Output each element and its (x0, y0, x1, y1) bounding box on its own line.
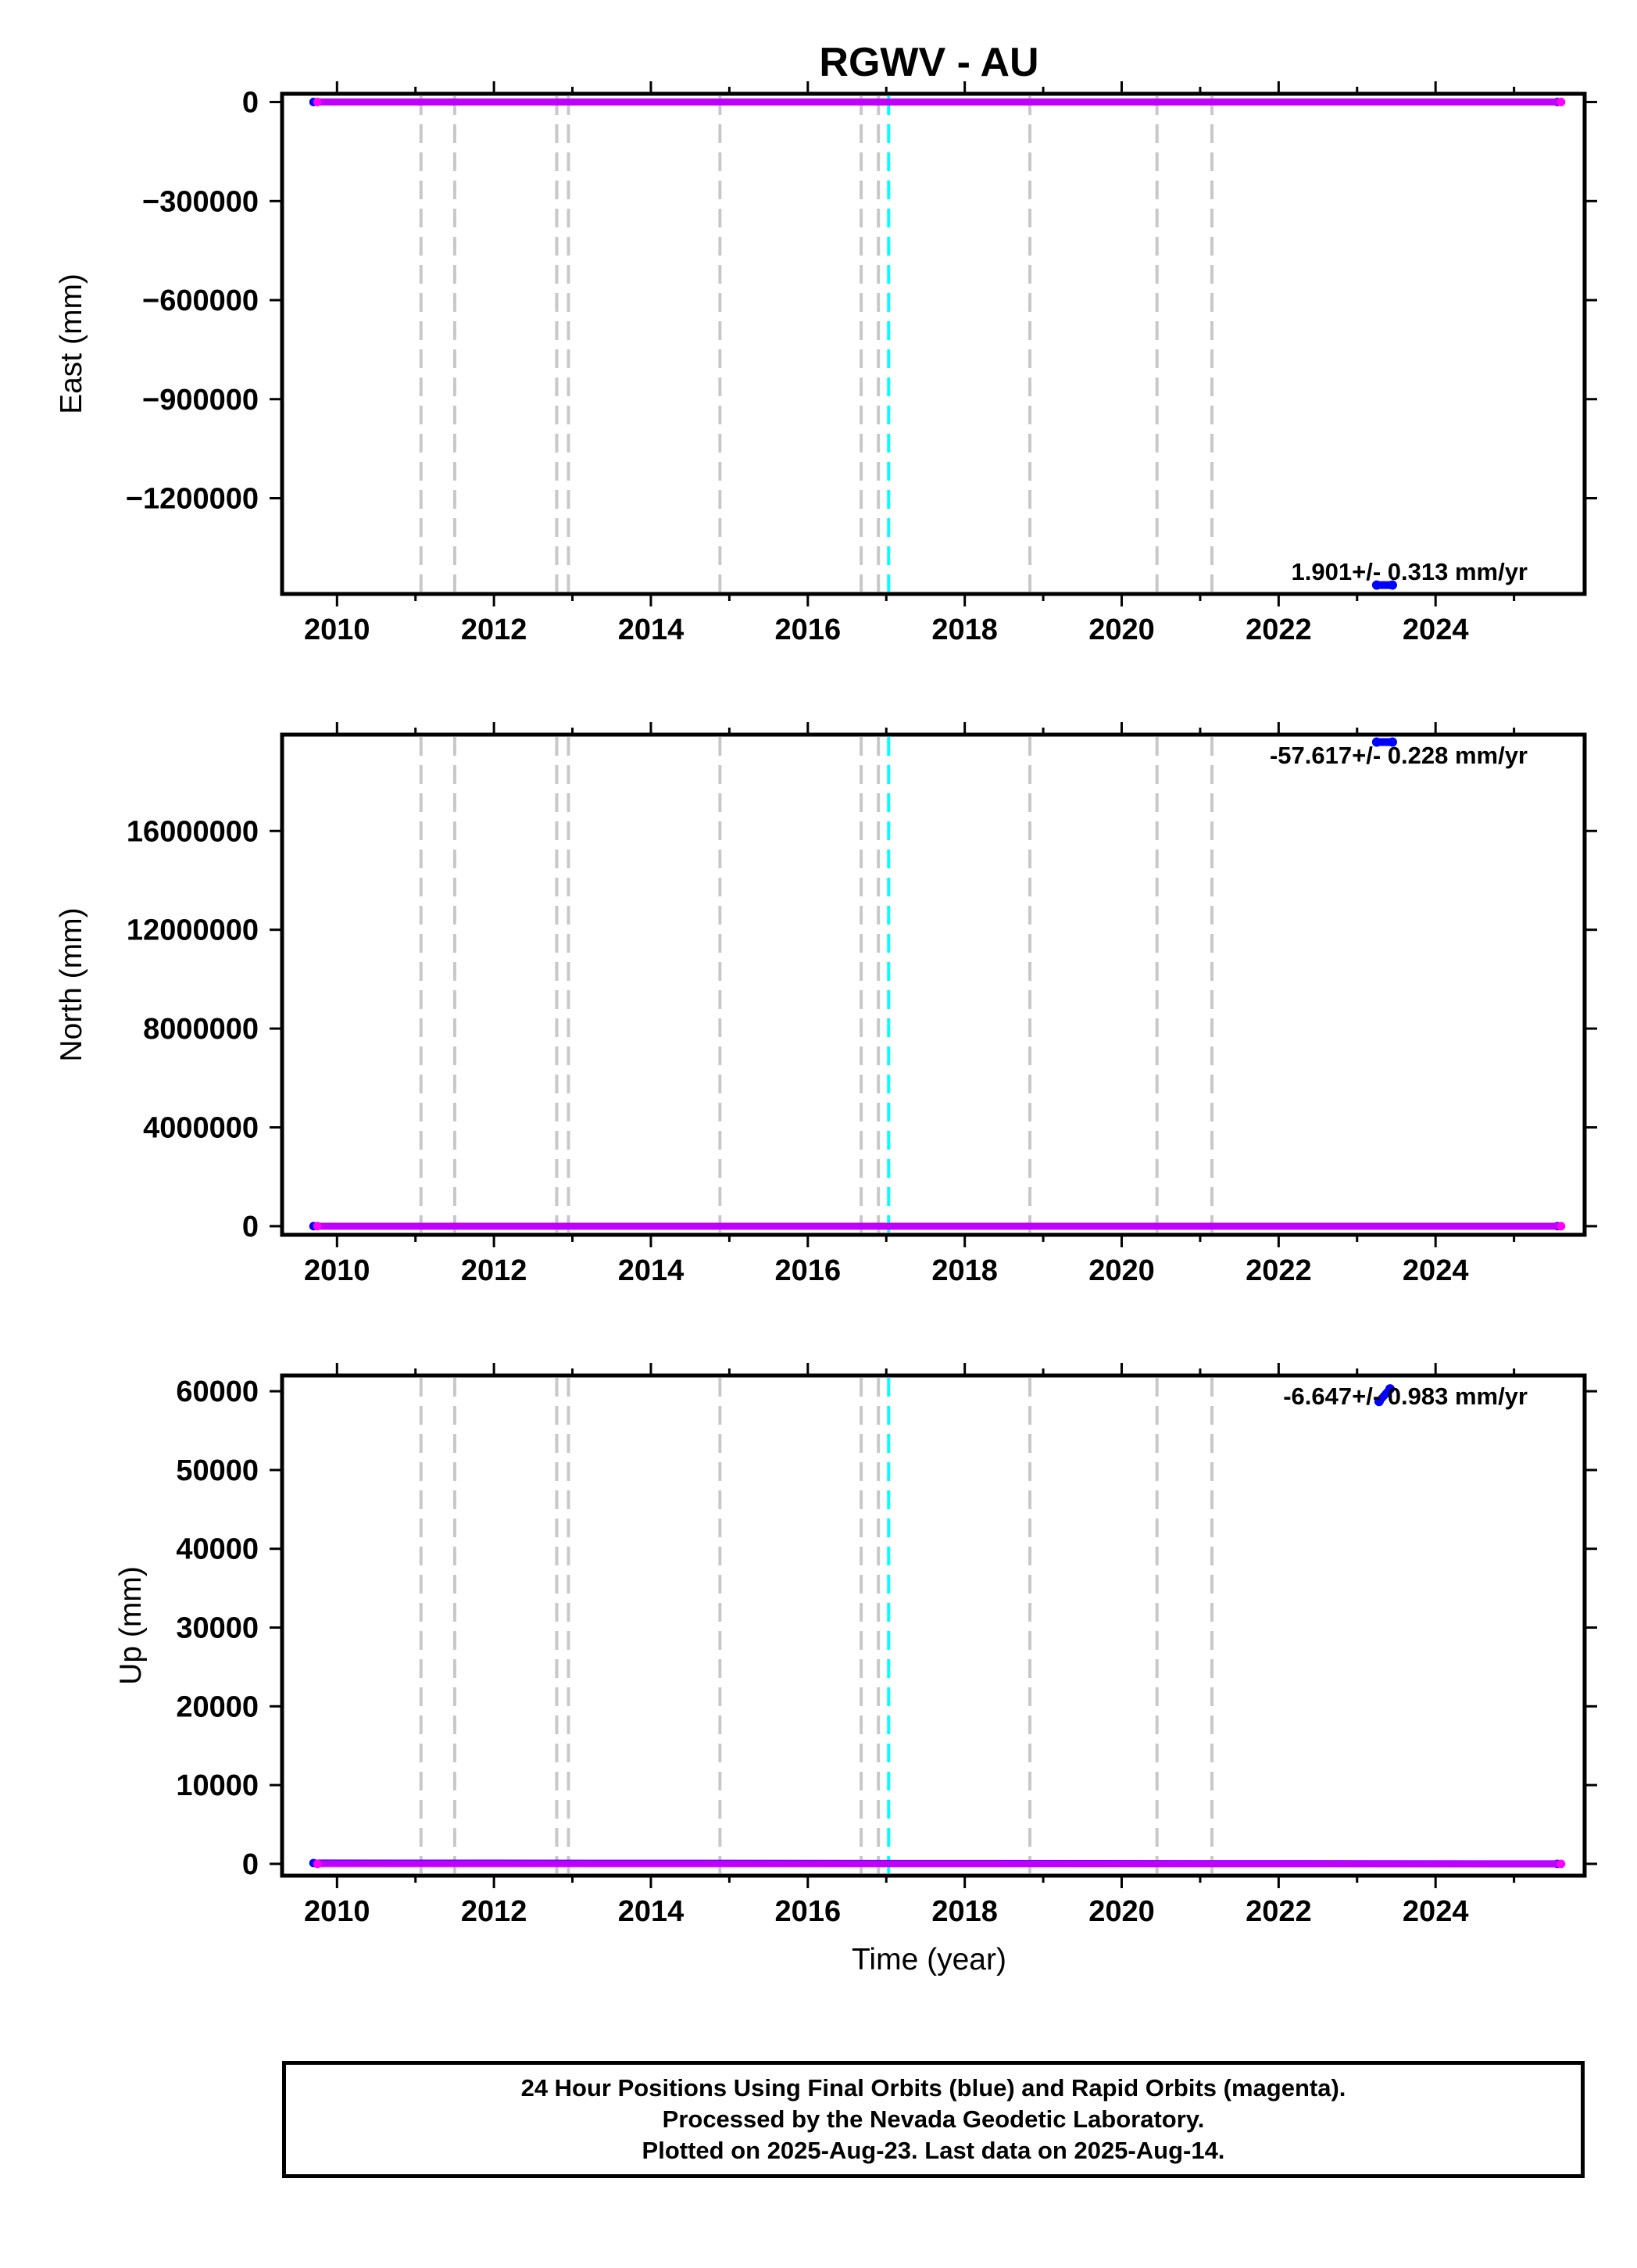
data-point-outlier (1371, 580, 1381, 590)
panel-north: 2010 2012 2014 2016 2018 2020 2022 2024 0 4000000… (55, 722, 1597, 1287)
y-tick-label: 0 (242, 1211, 259, 1243)
x-tick-label: 2018 (931, 1254, 998, 1287)
x-tick-label: 2014 (618, 614, 684, 646)
x-tick-label: 2024 (1403, 1254, 1469, 1287)
y-tick-label: −600000 (142, 284, 259, 317)
x-tick-label: 2016 (775, 614, 842, 646)
data-point-rapid (1557, 98, 1566, 106)
y-tick-label: 20000 (176, 1690, 259, 1723)
y-tick-label: 40000 (176, 1533, 259, 1566)
x-tick-label: 2014 (618, 1895, 684, 1928)
y-tick-label: 12000000 (127, 914, 259, 947)
x-tick-label: 2018 (931, 614, 998, 646)
data-point-outlier (1371, 737, 1381, 747)
footer-line-dates: Plotted on 2025-Aug-23. Last data on 202… (642, 2137, 1225, 2164)
plot-frame (280, 91, 1587, 596)
rate-label: -6.647+/- 0.983 mm/yr (1283, 1383, 1528, 1410)
y-axis-title: North (mm) (55, 907, 88, 1061)
x-tick-label: 2022 (1246, 614, 1312, 646)
footer-info-box: 24 Hour Positions Using Final Orbits (bl… (282, 2061, 1585, 2178)
chart-title: RGWV - AU (819, 40, 1038, 85)
rate-label: -57.617+/- 0.228 mm/yr (1270, 742, 1528, 769)
data-point-rapid (1557, 1859, 1566, 1869)
x-tick-label: 2024 (1403, 614, 1469, 646)
x-tick-label: 2010 (304, 1254, 370, 1287)
panel-up: 2010 2012 2014 2016 2018 2020 2022 2024 0 10000 20… (114, 1363, 1597, 1928)
x-axis-title: Time (year) (852, 1943, 1006, 1976)
y-tick-label: 8000000 (143, 1013, 259, 1046)
x-tick-label: 2012 (461, 614, 527, 646)
y-tick-label: 16000000 (127, 815, 259, 848)
x-tick-label: 2010 (304, 614, 370, 646)
y-tick-label: 4000000 (143, 1112, 259, 1145)
x-tick-label: 2022 (1246, 1895, 1312, 1928)
y-tick-label: −300000 (142, 185, 259, 218)
data-point-outlier (1387, 737, 1397, 747)
x-tick-label: 2014 (618, 1254, 684, 1287)
y-tick-label: 0 (242, 1848, 259, 1881)
rate-label: 1.901+/- 0.313 mm/yr (1292, 558, 1528, 585)
x-tick-label: 2020 (1088, 1895, 1155, 1928)
x-tick-label: 2022 (1246, 1254, 1312, 1287)
x-tick-label: 2020 (1088, 614, 1155, 646)
data-point-outlier (1374, 1397, 1384, 1407)
y-axis-title: Up (mm) (114, 1566, 148, 1685)
panels-group: 2010 2012 2014 2016 2018 2020 2022 2024 0 −300000… (55, 81, 1597, 1928)
panel-east: 2010 2012 2014 2016 2018 2020 2022 2024 0 −300000… (55, 81, 1597, 646)
x-tick-label: 2018 (931, 1895, 998, 1928)
data-point-rapid (1557, 1222, 1566, 1231)
data-point-rapid (313, 1222, 322, 1231)
footer-line-orbits: 24 Hour Positions Using Final Orbits (bl… (520, 2074, 1346, 2102)
y-tick-label: 60000 (176, 1375, 259, 1408)
x-tick-label: 2010 (304, 1895, 370, 1928)
x-tick-label: 2012 (461, 1895, 527, 1928)
x-tick-label: 2016 (775, 1895, 842, 1928)
data-point-outlier (1387, 580, 1397, 590)
footer-line-processor: Processed by the Nevada Geodetic Laborat… (662, 2105, 1205, 2133)
plot-frame (280, 1373, 1587, 1878)
x-tick-label: 2024 (1403, 1895, 1469, 1928)
data-point-rapid (313, 1859, 322, 1869)
y-axis-title: East (mm) (55, 274, 88, 414)
y-tick-label: 50000 (176, 1454, 259, 1487)
plot-frame (280, 732, 1587, 1237)
x-tick-label: 2012 (461, 1254, 527, 1287)
y-tick-label: 30000 (176, 1612, 259, 1645)
data-point-outlier (1385, 1384, 1395, 1394)
x-tick-label: 2020 (1088, 1254, 1155, 1287)
y-tick-label: 10000 (176, 1769, 259, 1802)
x-tick-label: 2016 (775, 1254, 842, 1287)
y-tick-label: 0 (242, 87, 259, 120)
y-tick-label: −1200000 (126, 482, 259, 515)
data-point-rapid (313, 98, 322, 106)
y-tick-label: −900000 (142, 384, 259, 417)
